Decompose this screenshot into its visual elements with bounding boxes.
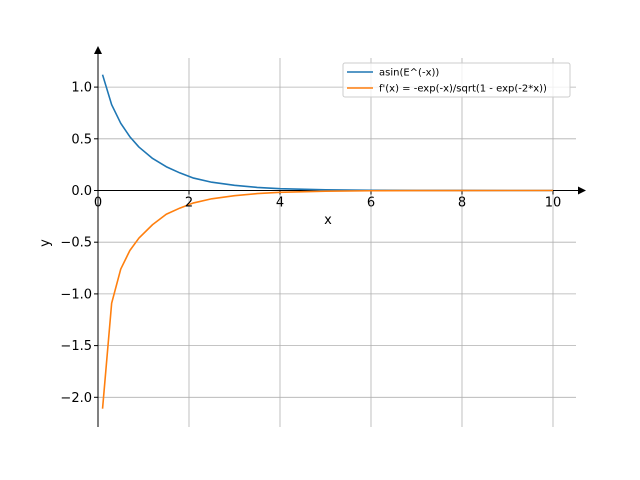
grid [98, 58, 576, 427]
y-tick-label: −1.5 [60, 339, 92, 354]
x-tick-label: 2 [185, 196, 193, 211]
x-tick-label: 6 [367, 196, 375, 211]
y-tick-label: 0.5 [71, 132, 92, 147]
x-tick-label: 0 [94, 196, 102, 211]
x-axis-label: x [324, 213, 332, 228]
legend-label-1: asin(E^(-x)) [379, 68, 439, 79]
tick-labels: 0 2 4 6 8 10 1.0 0.5 0.0 −0.5 −1.0 −1.5 −2.0 [60, 81, 561, 406]
legend-label-2: f'(x) = -exp(-x)/sqrt(1 - exp(-2*x)) [379, 84, 547, 95]
y-tick-label: −0.5 [60, 236, 92, 251]
legend: asin(E^(-x)) f'(x) = -exp(-x)/sqrt(1 - ex… [342, 62, 571, 98]
y-axis-arrow [94, 46, 102, 54]
y-tick-label: −2.0 [60, 391, 92, 406]
y-tick-label: −1.0 [60, 287, 92, 302]
x-tick-label: 8 [458, 196, 466, 211]
x-tick-label: 4 [276, 196, 284, 211]
axes [94, 46, 586, 427]
series-line-2 [101, 189, 553, 409]
x-axis-arrow [578, 186, 586, 195]
y-axis-label: y [38, 239, 53, 247]
y-tick-label: 1.0 [71, 81, 92, 96]
y-tick-label: 0.0 [71, 184, 92, 199]
legend-box [342, 62, 571, 98]
series-lines [101, 74, 553, 409]
x-tick-label: 10 [545, 196, 562, 211]
